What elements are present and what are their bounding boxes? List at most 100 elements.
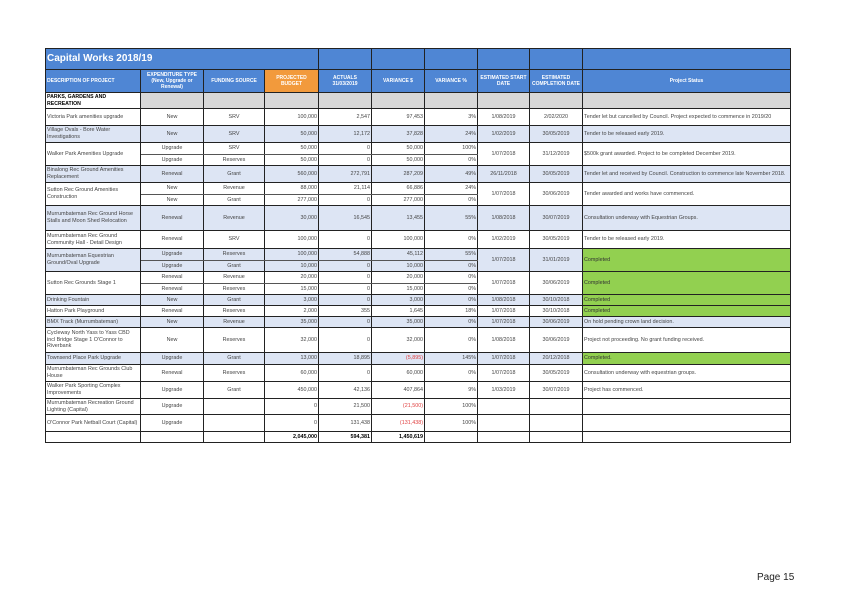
start-date-cell: 1/07/2018: [477, 142, 530, 166]
status-cell: $500k grant awarded. Project to be compl…: [582, 142, 791, 166]
expenditure-type-cell: Renewal: [140, 230, 204, 249]
header-row: DESCRIPTION OF PROJECT EXPENDITURE TYPE …: [45, 69, 791, 93]
completion-date-cell: 30/06/2019: [529, 182, 583, 206]
blank-cell: [582, 431, 791, 443]
section-title: PARKS, GARDENS AND RECREATION: [45, 92, 141, 109]
actuals-cell: 16,545: [318, 205, 372, 231]
expenditure-type-cell: New: [140, 294, 204, 306]
status-cell: Tender let and received by Council. Cons…: [582, 165, 791, 183]
status-cell: Project has commenced.: [582, 381, 791, 399]
variance-amount-cell: 20,000: [371, 271, 425, 284]
budget-cell: 15,000: [264, 283, 319, 295]
header-funding-source: FUNDING SOURCE: [203, 69, 265, 93]
start-date-cell: 1/07/2018: [477, 364, 530, 382]
total-variance: 1,450,619: [371, 431, 425, 443]
start-date-cell: 1/03/2019: [477, 381, 530, 399]
expenditure-type-cell: Upgrade: [140, 414, 204, 432]
status-cell: Project not proceeding. No grant funding…: [582, 327, 791, 353]
funding-source-cell: Revenue: [203, 205, 265, 231]
project-description: Murrumbateman Recreation Ground Lighting…: [45, 398, 141, 415]
expenditure-type-cell: Upgrade: [140, 248, 204, 261]
actuals-cell: 21,500: [318, 398, 372, 415]
header-actuals: ACTUALS 31/03/2019: [318, 69, 372, 93]
status-cell: Consultation underway with equestrian gr…: [582, 364, 791, 382]
funding-source-cell: SRV: [203, 230, 265, 249]
status-cell: Tender to be released early 2019.: [582, 230, 791, 249]
table-row: Walker Park Sporting Complex Improvement…: [45, 381, 791, 399]
budget-cell: 0: [264, 414, 319, 432]
expenditure-type-cell: Upgrade: [140, 260, 204, 272]
header-status: Project Status: [582, 69, 791, 93]
funding-source-cell: SRV: [203, 125, 265, 143]
expenditure-type-cell: New: [140, 125, 204, 143]
budget-cell: 450,000: [264, 381, 319, 399]
variance-pct-cell: 0%: [424, 316, 478, 328]
blank-cell: [140, 92, 204, 109]
variance-amount-cell: (21,500): [371, 398, 425, 415]
header-description: DESCRIPTION OF PROJECT: [45, 69, 141, 93]
variance-pct-cell: 18%: [424, 305, 478, 317]
actuals-cell: 0: [318, 142, 372, 155]
actuals-cell: 272,791: [318, 165, 372, 183]
funding-source-cell: Reserves: [203, 305, 265, 317]
expenditure-type-cell: Upgrade: [140, 398, 204, 415]
table-row: BMX Track (Murrumbateman) New Revenue 35,00…: [45, 316, 791, 328]
project-description: Sutton Rec Ground Amenities Construction: [45, 182, 141, 206]
start-date-cell: [477, 414, 530, 432]
funding-source-cell: [203, 414, 265, 432]
funding-source-cell: SRV: [203, 142, 265, 155]
expenditure-type-cell: New: [140, 327, 204, 353]
blank-cell: [424, 92, 478, 109]
expenditure-type-cell: Upgrade: [140, 381, 204, 399]
table-row: Townsend Place Park Upgrade Upgrade Grant 1…: [45, 352, 791, 365]
variance-amount-cell: 3,000: [371, 294, 425, 306]
blank-cell: [477, 92, 530, 109]
variance-amount-cell: 50,000: [371, 154, 425, 166]
header-expenditure-type: EXPENDITURE TYPE (New, Upgrade or Renewa…: [140, 69, 204, 93]
variance-amount-cell: 100,000: [371, 230, 425, 249]
actuals-cell: 0: [318, 283, 372, 295]
total-budget: 2,045,000: [264, 431, 319, 443]
variance-amount-cell: (131,438): [371, 414, 425, 432]
funding-source-cell: Grant: [203, 194, 265, 206]
table-row: Drinking Fountain New Grant 3,000 0 3,000 0% 1/…: [45, 294, 791, 306]
project-description: Village Ovals - Bore Water Investigation…: [45, 125, 141, 143]
project-description: Victoria Park amenities upgrade: [45, 108, 141, 126]
completion-date-cell: 30/06/2019: [529, 316, 583, 328]
budget-cell: 30,000: [264, 205, 319, 231]
blank-cell: [529, 48, 583, 70]
variance-amount-cell: 45,112: [371, 248, 425, 261]
variance-pct-cell: 24%: [424, 182, 478, 195]
table-row: Murrumbateman Recreation Ground Lighting…: [45, 398, 791, 415]
table-row: Hatton Park Playground Renewal Reserves 2,0…: [45, 305, 791, 317]
expenditure-type-cell: New: [140, 194, 204, 206]
project-description: Murrumbateman Rec Grounds Club House: [45, 364, 141, 382]
budget-cell: 50,000: [264, 154, 319, 166]
start-date-cell: 1/08/2018: [477, 205, 530, 231]
actuals-cell: 2,547: [318, 108, 372, 126]
blank-cell: [371, 92, 425, 109]
budget-cell: 35,000: [264, 316, 319, 328]
variance-pct-cell: 0%: [424, 327, 478, 353]
completion-date-cell: 30/10/2018: [529, 305, 583, 317]
table-row: Murrumbateman Rec Ground Community Hall …: [45, 230, 791, 249]
project-description: Binalong Rec Ground Amenities Replacemen…: [45, 165, 141, 183]
blank-cell: [582, 92, 791, 109]
table-row: Murrumbateman Rec Ground Horse Stalls an…: [45, 205, 791, 231]
header-completion-date: ESTIMATED COMPLETION DATE: [529, 69, 583, 93]
variance-amount-cell: 10,000: [371, 260, 425, 272]
blank-cell: [424, 431, 478, 443]
variance-pct-cell: 145%: [424, 352, 478, 365]
completion-date-cell: [529, 398, 583, 415]
expenditure-type-cell: Renewal: [140, 364, 204, 382]
variance-amount-cell: 66,886: [371, 182, 425, 195]
budget-cell: 2,000: [264, 305, 319, 317]
status-cell: Completed: [582, 271, 791, 295]
budget-cell: 0: [264, 398, 319, 415]
status-cell: Completed: [582, 305, 791, 317]
start-date-cell: 1/02/2019: [477, 230, 530, 249]
funding-source-cell: Revenue: [203, 316, 265, 328]
blank-cell: [264, 92, 319, 109]
variance-amount-cell: 37,828: [371, 125, 425, 143]
variance-amount-cell: (5,895): [371, 352, 425, 365]
